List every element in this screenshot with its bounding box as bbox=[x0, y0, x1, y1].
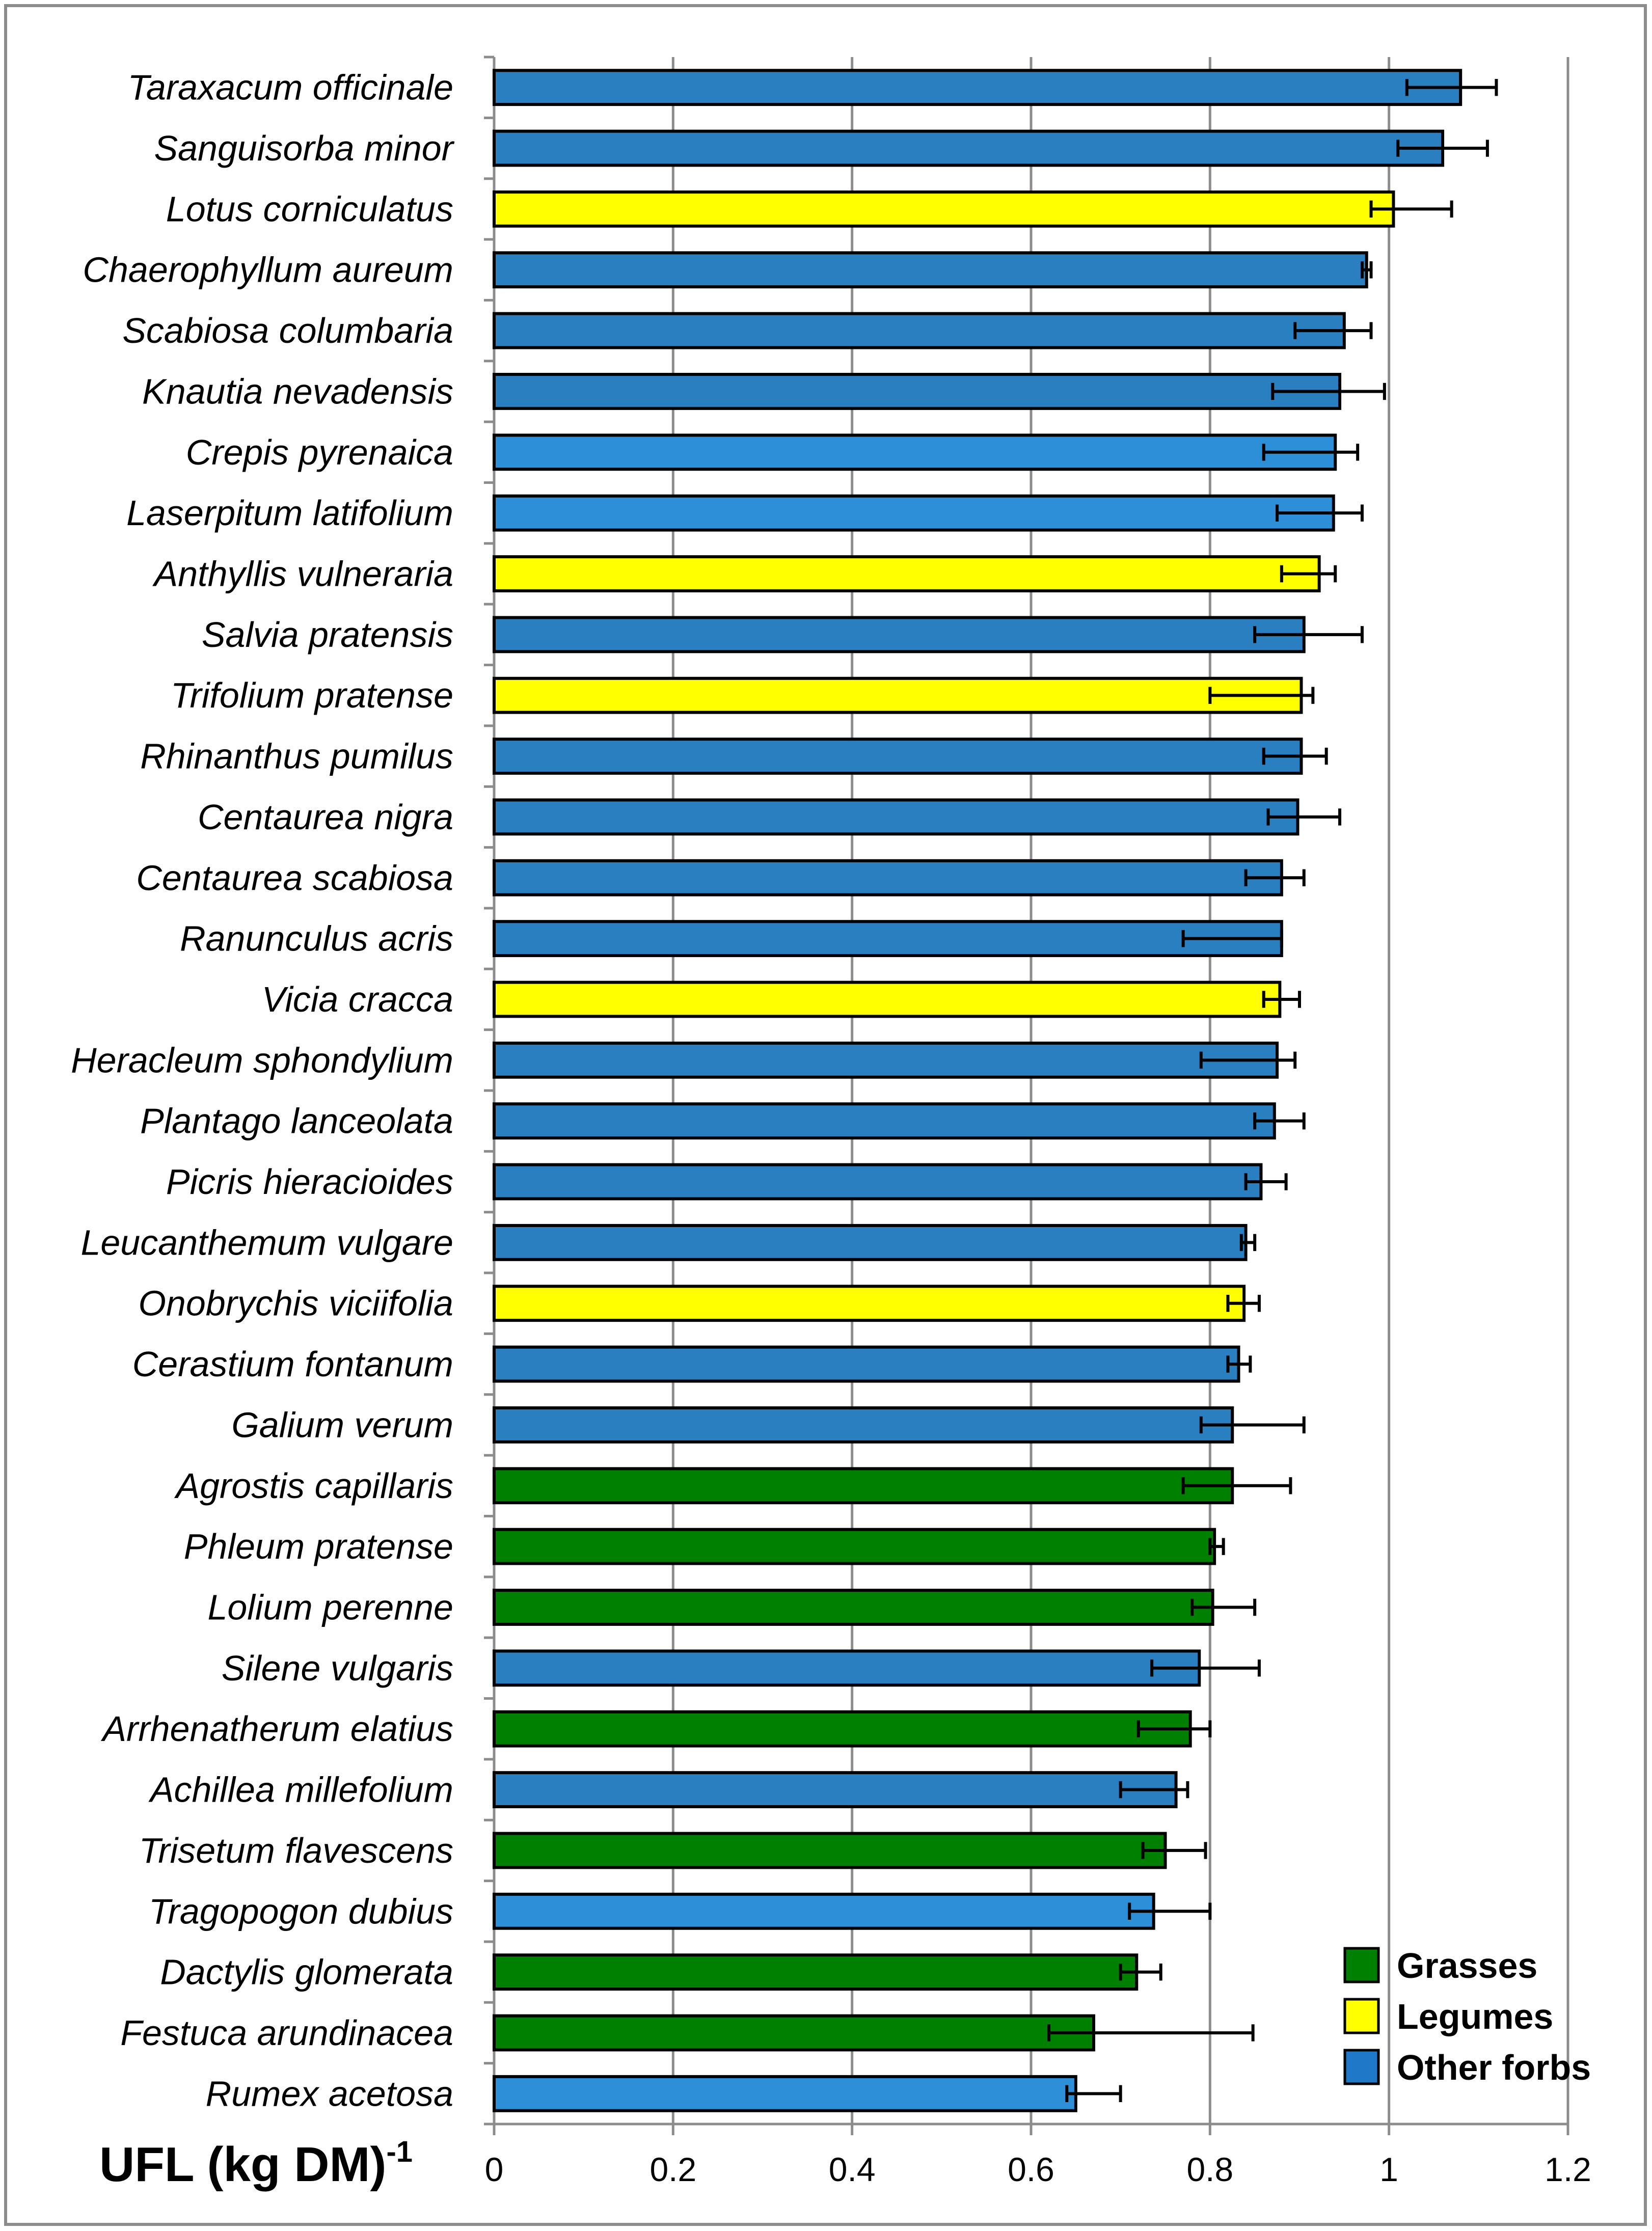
bar bbox=[493, 312, 1346, 349]
bar bbox=[493, 676, 1303, 714]
bar bbox=[493, 798, 1299, 836]
bar bbox=[493, 69, 1463, 106]
x-tick-label: 0.4 bbox=[829, 2151, 876, 2188]
category-label: Rumex acetosa bbox=[206, 2074, 453, 2113]
bar bbox=[493, 433, 1337, 471]
legend-label: Other forbs bbox=[1397, 2048, 1591, 2087]
bar bbox=[493, 1832, 1167, 1869]
bar bbox=[493, 1102, 1276, 1140]
x-tick-label: 0.2 bbox=[649, 2151, 696, 2188]
bar bbox=[493, 1285, 1246, 1322]
category-label: Centaurea nigra bbox=[198, 797, 453, 837]
bar bbox=[493, 129, 1445, 167]
bar bbox=[493, 616, 1306, 654]
bar bbox=[493, 1710, 1192, 1748]
category-label: Anthyllis vulneraria bbox=[152, 554, 453, 594]
bar bbox=[493, 1041, 1279, 1079]
x-tick-label: 0.8 bbox=[1186, 2151, 1233, 2188]
legend-label: Legumes bbox=[1397, 1997, 1553, 2036]
category-label: Leucanthemum vulgare bbox=[80, 1222, 453, 1262]
category-label: Festuca arundinacea bbox=[120, 2013, 453, 2053]
category-label: Galium verum bbox=[231, 1405, 453, 1445]
bar bbox=[493, 2014, 1095, 2052]
category-label: Lolium perenne bbox=[207, 1588, 453, 1627]
legend-swatch bbox=[1343, 2049, 1380, 2085]
category-label: Achillea millefolium bbox=[148, 1770, 453, 1810]
error-bars bbox=[1047, 78, 1498, 2103]
category-label: Salvia pratensis bbox=[202, 615, 453, 655]
category-label: Vicia cracca bbox=[262, 980, 453, 1019]
category-label: Plantago lanceolata bbox=[140, 1101, 453, 1141]
bar bbox=[493, 2075, 1077, 2112]
category-label: Chaerophyllum aureum bbox=[83, 250, 453, 290]
category-label: Lotus corniculatus bbox=[166, 189, 453, 229]
bar bbox=[493, 190, 1395, 228]
bar bbox=[493, 494, 1335, 532]
category-label: Picris hieracioides bbox=[166, 1162, 453, 1202]
bar bbox=[493, 1223, 1248, 1261]
bar bbox=[493, 555, 1321, 592]
x-axis-title: UFL (kg DM)-1 bbox=[99, 2135, 413, 2192]
x-tick-label: 0.6 bbox=[1008, 2151, 1054, 2188]
bar bbox=[493, 1528, 1216, 1565]
legend-swatch bbox=[1343, 1947, 1380, 1983]
category-label: Crepis pyrenaica bbox=[186, 432, 453, 472]
bar bbox=[493, 981, 1282, 1018]
x-tick-label: 1.2 bbox=[1545, 2151, 1591, 2188]
category-label: Silene vulgaris bbox=[222, 1648, 453, 1688]
bar bbox=[493, 920, 1283, 958]
category-label: Heracleum sphondylium bbox=[71, 1040, 453, 1080]
category-label: Arrhenatherum elatius bbox=[100, 1709, 453, 1749]
bar bbox=[493, 1589, 1214, 1626]
category-label: Centaurea scabiosa bbox=[136, 858, 453, 897]
y-axis bbox=[484, 56, 496, 2126]
category-labels: Taraxacum officinale Sanguisorba minor Lot… bbox=[71, 68, 455, 2114]
bars bbox=[493, 69, 1463, 2112]
category-label: Onobrychis viciifolia bbox=[138, 1284, 453, 1323]
category-label: Ranunculus acris bbox=[180, 919, 453, 959]
legend-swatch bbox=[1343, 1998, 1380, 2034]
bar bbox=[493, 1163, 1263, 1201]
x-tick-label: 1 bbox=[1379, 2151, 1398, 2188]
category-label: Scabiosa columbaria bbox=[122, 311, 453, 350]
bar bbox=[493, 251, 1368, 289]
category-label: Taraxacum officinale bbox=[128, 68, 453, 107]
category-label: Laserpitum latifolium bbox=[126, 493, 453, 533]
bar bbox=[493, 1467, 1234, 1505]
bar bbox=[493, 1406, 1234, 1444]
category-label: Knautia nevadensis bbox=[142, 371, 453, 411]
gridlines bbox=[671, 57, 1569, 2124]
category-label: Sanguisorba minor bbox=[154, 128, 454, 168]
x-axis: 0 0.2 0.4 0.6 0.8 1 1.2 bbox=[485, 2123, 1591, 2188]
category-label: Cerastium fontanum bbox=[132, 1344, 453, 1384]
bar bbox=[493, 1649, 1201, 1687]
category-label: Trisetum flavescens bbox=[139, 1831, 453, 1870]
legend: Grasses Legumes Other forbs bbox=[1343, 1946, 1591, 2087]
bar bbox=[493, 738, 1303, 775]
category-label: Trifolium pratense bbox=[171, 675, 453, 715]
bar bbox=[493, 1345, 1240, 1383]
category-label: Rhinanthus pumilus bbox=[140, 737, 453, 776]
category-label: Dactylis glomerata bbox=[160, 1952, 453, 1992]
bar bbox=[493, 859, 1283, 896]
x-tick-label: 0 bbox=[485, 2151, 504, 2188]
bar bbox=[493, 1892, 1155, 1930]
category-label: Tragopogon dubius bbox=[149, 1891, 453, 1931]
bar bbox=[493, 1771, 1178, 1808]
legend-label: Grasses bbox=[1397, 1946, 1537, 1985]
category-label: Agrostis capillaris bbox=[174, 1466, 453, 1506]
category-label: Phleum pratense bbox=[184, 1527, 453, 1566]
bar bbox=[493, 373, 1342, 410]
bar bbox=[493, 1953, 1139, 1991]
